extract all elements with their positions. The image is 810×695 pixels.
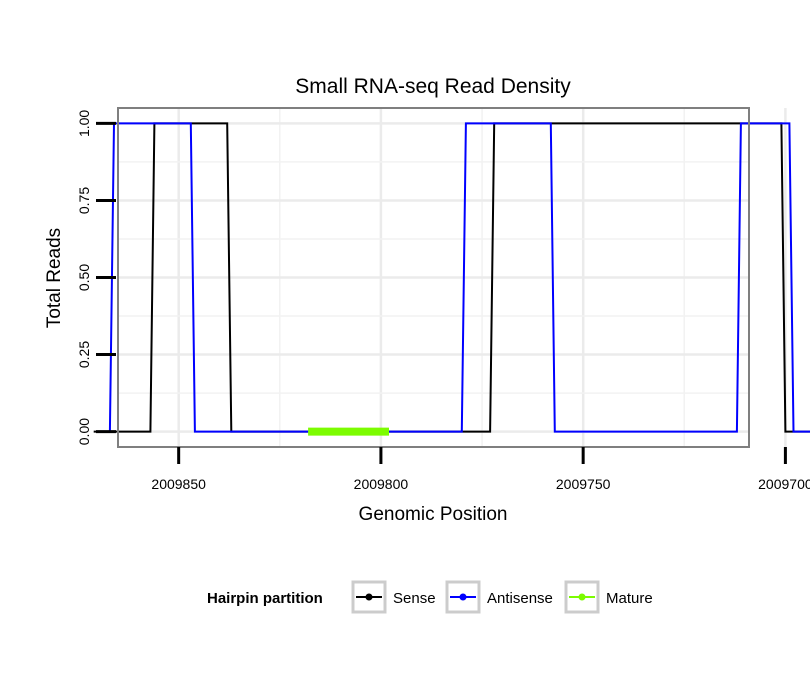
x-tick-label: 2009700 — [758, 476, 810, 492]
y-tick-label: 0.50 — [76, 264, 92, 291]
grid — [118, 108, 787, 447]
x-tick-label: 2009750 — [556, 476, 611, 492]
y-tick-label: 1.00 — [76, 110, 92, 137]
legend-label-mature: Mature — [606, 590, 653, 607]
y-tick-label: 0.00 — [76, 418, 92, 445]
x-axis-label: Genomic Position — [359, 504, 508, 525]
axes: 2009850 2009800 2009750 2009700 0.00 0.25 0.50… — [76, 110, 810, 492]
legend-key-mature — [564, 580, 600, 614]
plot-border — [117, 107, 750, 448]
series-line-antisense — [108, 122, 810, 433]
series-layer — [93, 122, 810, 436]
y-tick-label: 0.75 — [76, 187, 92, 214]
legend-key-point-antisense — [459, 593, 467, 601]
legend-label-antisense: Antisense — [487, 590, 553, 607]
legend-key-point-sense — [365, 593, 373, 601]
y-tick-label: 0.25 — [76, 341, 92, 368]
legend-label-sense: Sense — [393, 590, 436, 607]
legend-key-point-mature — [578, 593, 586, 601]
chart-title: Small RNA-seq Read Density — [295, 75, 571, 98]
x-tick-label: 2009800 — [354, 476, 409, 492]
x-tick-label: 2009850 — [151, 476, 206, 492]
legend-title: Hairpin partition — [207, 590, 323, 607]
y-axis-label: Total Reads — [44, 228, 65, 328]
legend: Hairpin partition Sense Antisense Mature — [207, 580, 653, 614]
